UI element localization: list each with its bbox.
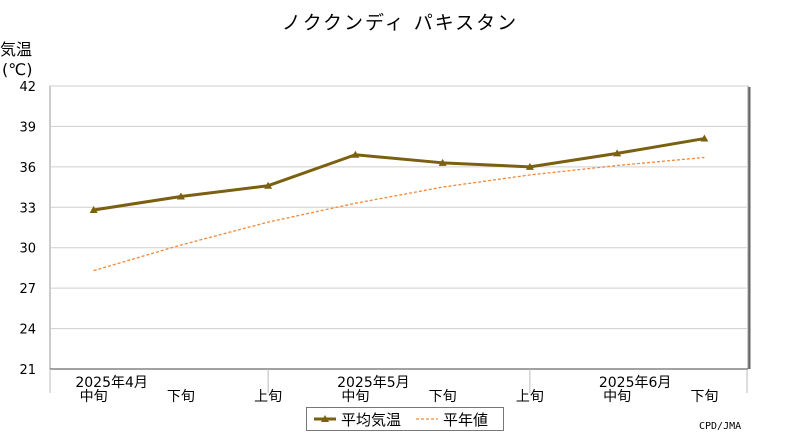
- data-point-mean: [438, 158, 447, 166]
- y-tick-label: 24: [19, 323, 36, 338]
- y-tick-label: 36: [19, 161, 36, 176]
- y-tick-label: 39: [19, 120, 36, 135]
- y-tick-label: 30: [19, 242, 36, 257]
- data-point-mean: [613, 149, 622, 157]
- y-tick-label: 33: [19, 201, 36, 216]
- x-tick-label: 上旬: [254, 389, 282, 405]
- plot-area: [49, 85, 749, 370]
- data-point-mean: [700, 134, 709, 142]
- data-point-mean: [525, 162, 534, 170]
- x-tick-label: 下旬: [690, 389, 718, 405]
- x-tick-label: 下旬: [167, 389, 195, 405]
- x-tick-label: 中旬: [341, 389, 369, 405]
- data-point-mean: [89, 205, 98, 213]
- y-tick-label: 42: [19, 80, 36, 95]
- legend-item-normal: 平年値: [415, 409, 488, 430]
- y-axis-label: 気温 (℃): [0, 40, 32, 80]
- month-label: 2025年4月: [75, 375, 148, 391]
- legend-item-mean: 平均気温: [313, 409, 401, 430]
- chart-title: ノククンディ パキスタン: [281, 12, 519, 34]
- x-tick-label: 中旬: [603, 389, 631, 405]
- series-line-normal: [93, 156, 705, 272]
- legend: 平均気温 平年値: [306, 407, 504, 431]
- legend-swatch-mean: [314, 415, 336, 422]
- month-label: 2025年6月: [599, 375, 672, 391]
- y-tick-label: 21: [19, 363, 36, 378]
- x-tick-label: 上旬: [516, 389, 544, 405]
- legend-label-mean: 平均気温: [341, 410, 402, 429]
- y-tick-label: 27: [19, 282, 36, 297]
- series-line-mean: [93, 137, 705, 212]
- data-point-mean: [264, 181, 273, 189]
- data-point-mean: [351, 150, 360, 158]
- y-axis-label-text: 気温: [0, 40, 33, 59]
- legend-label-normal: 平年値: [443, 410, 489, 429]
- legend-swatch-normal: [416, 418, 439, 420]
- data-point-mean: [176, 192, 185, 200]
- x-tick-label: 中旬: [80, 389, 108, 405]
- y-axis-unit: (℃): [2, 60, 33, 79]
- credit-text: CPD/JMA: [699, 421, 742, 432]
- month-label: 2025年5月: [337, 375, 410, 391]
- x-tick-label: 下旬: [429, 389, 457, 405]
